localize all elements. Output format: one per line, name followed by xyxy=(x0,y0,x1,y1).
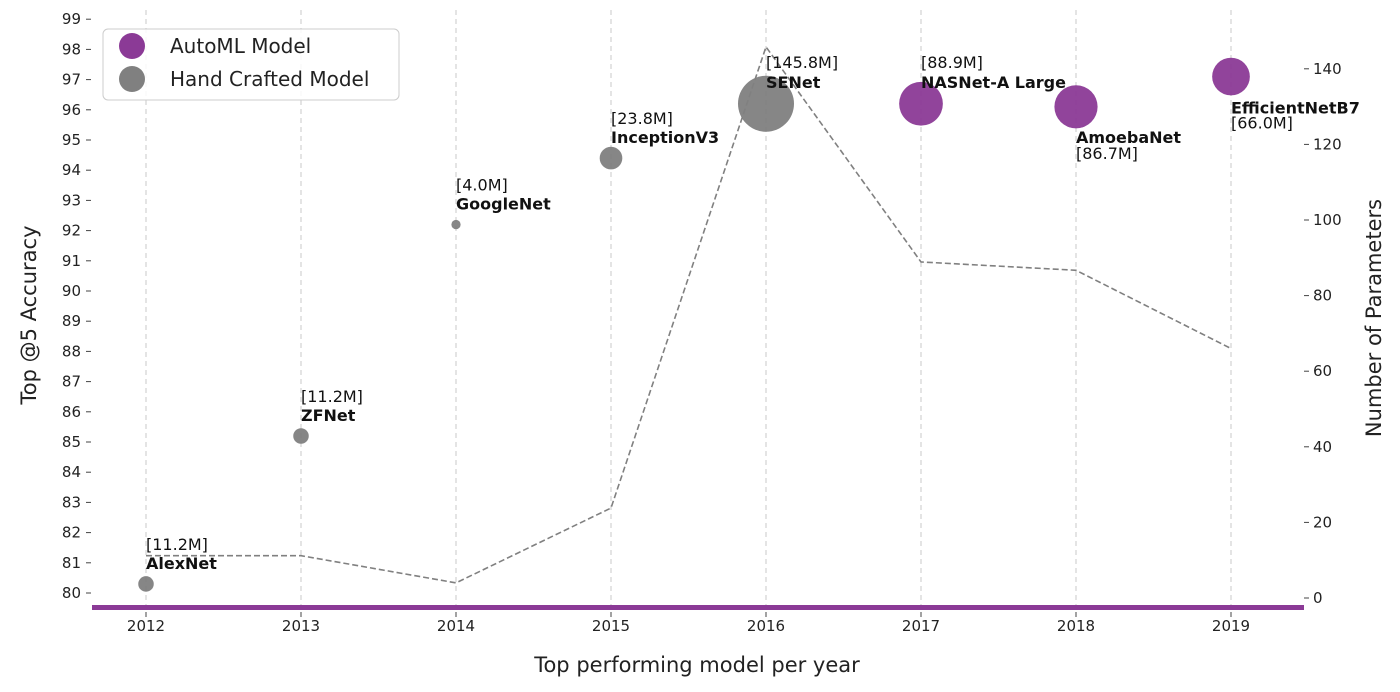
y-tick-label: 80 xyxy=(62,584,81,602)
model-point-googlenet xyxy=(451,219,461,230)
model-name-label: AmoebaNet xyxy=(1076,128,1181,147)
model-name-label: AlexNet xyxy=(146,554,217,573)
x-tick-label: 2012 xyxy=(127,617,165,635)
param-label: [23.8M] xyxy=(611,109,673,128)
param-label: [4.0M] xyxy=(456,176,508,195)
x-tick-label: 2016 xyxy=(747,617,785,635)
param-label: [88.9M] xyxy=(921,53,983,72)
model-point-zfnet xyxy=(293,428,309,444)
param-label: [145.8M] xyxy=(766,53,838,72)
y2-tick-label: 0 xyxy=(1313,589,1323,607)
legend-box xyxy=(102,28,400,101)
y2-tick-label: 40 xyxy=(1313,438,1332,456)
y2-tick-label: 80 xyxy=(1313,287,1332,305)
model-point-senet xyxy=(738,75,794,132)
x-tick-label: 2013 xyxy=(282,617,320,635)
y-tick-label: 89 xyxy=(62,312,81,330)
y-tick-label: 83 xyxy=(62,493,81,511)
param-label: [11.2M] xyxy=(301,387,363,406)
x-tick-label: 2015 xyxy=(592,617,630,635)
y2-tick-label: 100 xyxy=(1313,211,1342,229)
legend-marker-hand-crafted xyxy=(119,66,145,92)
y2-tick-label: 20 xyxy=(1313,513,1332,531)
y-tick-label: 95 xyxy=(62,131,81,149)
y-tick-label: 87 xyxy=(62,373,81,391)
model-name-label: SENet xyxy=(766,73,821,92)
model-name-label: EfficientNetB7 xyxy=(1231,99,1360,118)
params-line xyxy=(146,45,1232,584)
x-tick-label: 2018 xyxy=(1057,617,1095,635)
y2-tick-label: 60 xyxy=(1313,362,1332,380)
y-tick-label: 84 xyxy=(62,463,81,481)
x-tick-label: 2019 xyxy=(1212,617,1250,635)
y-tick-label: 92 xyxy=(62,222,81,240)
model-name-label: InceptionV3 xyxy=(611,128,719,147)
x-tick-label: 2014 xyxy=(437,617,475,635)
model-name-label: ZFNet xyxy=(301,406,356,425)
model-point-inceptionv3 xyxy=(599,146,623,170)
model-point-amoebanet xyxy=(1054,85,1098,129)
x-axis-baseline xyxy=(92,605,1304,610)
y-tick-label: 99 xyxy=(62,10,81,28)
y-tick-label: 88 xyxy=(62,342,81,360)
params-line-layer xyxy=(146,45,1232,584)
param-label: [66.0M] xyxy=(1231,114,1293,133)
y-tick-label: 94 xyxy=(62,161,81,179)
axes: 2012 2013 2014 2015 2016 2017 2018 2019 80 81 82 83… xyxy=(62,10,1342,635)
x-tick-label: 2017 xyxy=(902,617,940,635)
x-axis-title: Top performing model per year xyxy=(533,653,860,677)
y-tick-label: 93 xyxy=(62,191,81,209)
y-tick-label: 90 xyxy=(62,282,81,300)
param-label: [11.2M] xyxy=(146,535,208,554)
model-point-alexnet xyxy=(138,576,154,592)
y2-tick-label: 140 xyxy=(1313,60,1342,78)
y2-axis-title: Number of Parameters xyxy=(1362,199,1386,437)
y-axis-title: Top @5 Accuracy xyxy=(17,225,41,405)
model-point-nasnet-a-large xyxy=(899,81,943,126)
param-label: [86.7M] xyxy=(1076,144,1138,163)
y-tick-label: 96 xyxy=(62,101,81,119)
legend-label-hand-crafted: Hand Crafted Model xyxy=(170,67,369,91)
y-tick-label: 91 xyxy=(62,252,81,270)
y-tick-label: 86 xyxy=(62,403,81,421)
model-name-label: GoogleNet xyxy=(456,195,551,214)
y-tick-label: 97 xyxy=(62,71,81,89)
annotations-layer: [11.2M]AlexNet[11.2M]ZFNet[4.0M]GoogleNe… xyxy=(146,53,1360,573)
y-tick-label: 85 xyxy=(62,433,81,451)
legend: AutoML Model Hand Crafted Model xyxy=(102,28,400,101)
y-tick-label: 81 xyxy=(62,554,81,572)
y-tick-label: 82 xyxy=(62,524,81,542)
legend-marker-automl xyxy=(119,33,145,59)
points-layer xyxy=(138,57,1250,592)
model-point-efficientnetb7 xyxy=(1212,57,1250,96)
y2-tick-label: 120 xyxy=(1313,135,1342,153)
y-tick-label: 98 xyxy=(62,40,81,58)
model-name-label: NASNet-A Large xyxy=(921,73,1066,92)
legend-label-automl: AutoML Model xyxy=(170,34,311,58)
